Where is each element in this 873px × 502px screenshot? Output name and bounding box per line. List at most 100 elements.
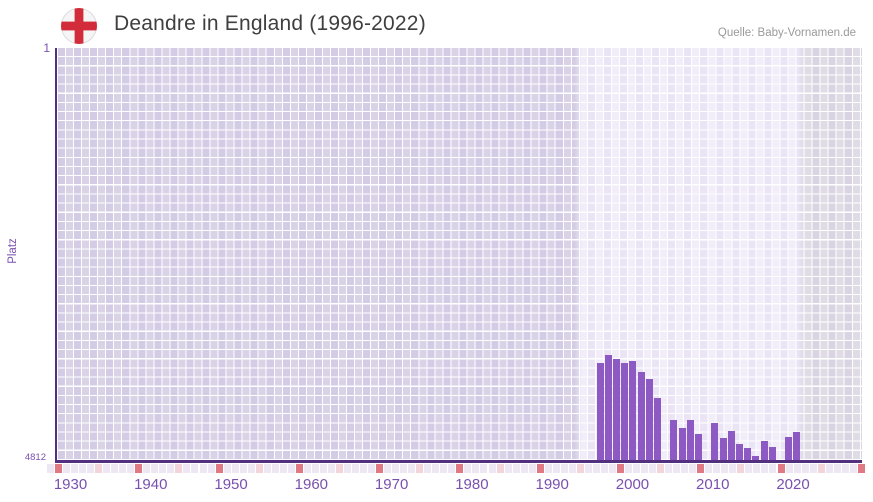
- year-tick-2007: [673, 464, 681, 473]
- year-tick-2005: [657, 464, 665, 473]
- year-tick-1983: [480, 464, 488, 473]
- year-tick-1993: [560, 464, 568, 473]
- bar-2011[interactable]: [719, 437, 727, 460]
- decade-tick-1960: [295, 464, 303, 473]
- year-tick-1932: [71, 464, 79, 473]
- bar-2003[interactable]: [653, 397, 661, 460]
- year-tick-1944: [167, 464, 175, 473]
- year-tick-1956: [263, 464, 271, 473]
- year-tick-2029: [849, 464, 857, 473]
- y-axis-title: Platz: [7, 238, 19, 264]
- bar-2014[interactable]: [744, 447, 752, 460]
- year-tick-1942: [151, 464, 159, 473]
- x-axis-label-1970: 1970: [374, 476, 409, 493]
- year-tick-1981: [464, 464, 472, 473]
- decade-tick-1930: [55, 464, 62, 473]
- x-axis-label-2000: 2000: [615, 476, 650, 493]
- year-tick-1952: [231, 464, 239, 473]
- bar-2001[interactable]: [637, 371, 645, 460]
- year-tick-1989: [528, 464, 536, 473]
- year-tick-1966: [344, 464, 351, 473]
- year-tick-1962: [311, 464, 319, 473]
- year-tick-1951: [223, 464, 231, 473]
- y-axis-tick-bottom: 4812: [24, 452, 46, 463]
- bar-2013[interactable]: [735, 443, 743, 460]
- year-tick-2008: [681, 464, 689, 473]
- year-tick-1982: [472, 464, 480, 473]
- year-tick-1945: [175, 464, 183, 473]
- x-axis-label-1930: 1930: [53, 476, 88, 493]
- year-tick-2023: [801, 464, 809, 473]
- year-tick-1964: [327, 464, 335, 473]
- bar-2016[interactable]: [760, 440, 768, 460]
- bar-2015[interactable]: [752, 455, 760, 460]
- year-tick-2016: [745, 464, 753, 473]
- bar-2006[interactable]: [678, 427, 686, 460]
- source-credit: Quelle: Baby-Vornamen.de: [717, 27, 856, 39]
- year-tick-2021: [785, 464, 793, 473]
- year-tick-1959: [287, 464, 295, 473]
- x-axis-line: [55, 460, 862, 463]
- year-tick-2009: [689, 464, 697, 473]
- bar-2008[interactable]: [694, 433, 702, 460]
- decade-tick-1950: [215, 464, 223, 473]
- year-tick-2015: [737, 464, 745, 473]
- year-tick-1996: [584, 464, 592, 473]
- year-tick-1971: [384, 464, 392, 473]
- year-tick-1968: [360, 464, 368, 473]
- year-tick-1998: [600, 464, 608, 473]
- decade-tick-1980: [456, 464, 464, 473]
- year-tick-2001: [624, 464, 632, 473]
- decade-tick-2000: [616, 464, 624, 473]
- x-axis-label-1950: 1950: [214, 476, 248, 493]
- bar-2012[interactable]: [727, 430, 735, 460]
- grid-lines: [57, 48, 862, 460]
- year-tick-1957: [271, 464, 279, 473]
- year-tick-2027: [833, 464, 841, 473]
- year-tick-1991: [544, 464, 552, 473]
- year-tick-1974: [408, 464, 416, 473]
- year-tick-1933: [79, 464, 87, 473]
- bar-2010[interactable]: [711, 422, 719, 460]
- year-tick-1965: [335, 464, 343, 473]
- year-tick-1948: [199, 464, 207, 473]
- decade-tick-1940: [135, 464, 143, 473]
- year-tick-2013: [721, 464, 729, 473]
- year-tick-2012: [713, 464, 721, 473]
- year-tick-2018: [761, 464, 769, 473]
- bar-2000[interactable]: [629, 361, 637, 460]
- year-tick-2025: [817, 464, 825, 473]
- page-title: Deandre in England (1996-2022): [114, 12, 426, 35]
- year-tick-1994: [568, 464, 576, 473]
- year-tick-1931: [63, 464, 71, 473]
- bar-2019[interactable]: [785, 436, 793, 460]
- year-tick-1986: [504, 464, 512, 473]
- year-tick-1979: [448, 464, 456, 473]
- year-tick-2006: [665, 464, 673, 473]
- bar-2020[interactable]: [793, 431, 801, 460]
- year-tick-1985: [496, 464, 504, 473]
- year-tick-1961: [303, 464, 311, 473]
- decade-tick-2030: [857, 464, 865, 473]
- year-tick-2026: [825, 464, 833, 473]
- year-tick-1992: [552, 464, 560, 473]
- bar-2005[interactable]: [670, 419, 678, 460]
- bar-2007[interactable]: [686, 419, 694, 460]
- year-tick-1958: [279, 464, 287, 473]
- bar-1998[interactable]: [612, 358, 620, 460]
- year-tick-2002: [633, 464, 641, 473]
- bar-2002[interactable]: [645, 378, 653, 460]
- year-tick-1977: [432, 464, 440, 473]
- year-tick-1939: [127, 464, 135, 473]
- bar-1999[interactable]: [621, 362, 629, 460]
- year-tick-2028: [841, 464, 849, 473]
- year-tick-1972: [392, 464, 400, 473]
- year-tick-2004: [649, 464, 657, 473]
- year-tick-1947: [191, 464, 199, 473]
- bar-1996[interactable]: [596, 362, 604, 460]
- bar-1997[interactable]: [604, 355, 612, 460]
- decade-tick-2010: [697, 464, 705, 473]
- bar-2017[interactable]: [768, 446, 776, 460]
